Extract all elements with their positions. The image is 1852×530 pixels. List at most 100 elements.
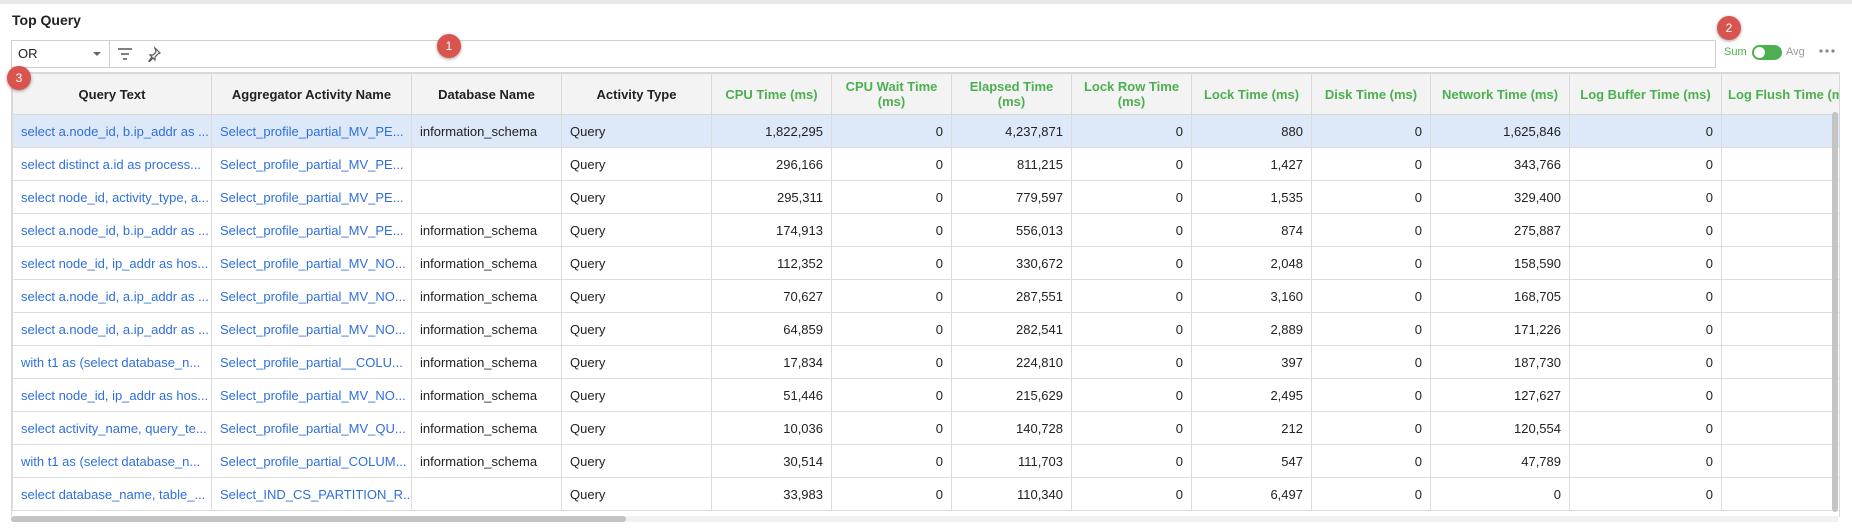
- table-row[interactable]: with t1 as (select database_n... Select_p…: [12, 444, 1839, 478]
- cell: 1,625,846: [1430, 114, 1570, 148]
- cell: 111,703: [951, 444, 1072, 478]
- table-row[interactable]: select a.node_id, b.ip_addr as ... Select…: [12, 114, 1839, 148]
- cell: 329,400: [1430, 180, 1570, 214]
- cell: 110,340: [951, 477, 1072, 511]
- cell: Select_profile_partial_MV_PE...: [211, 114, 412, 148]
- cell: 282,541: [951, 312, 1072, 346]
- cell: Select_profile_partial_MV_PE...: [211, 213, 412, 247]
- cell: 17,834: [711, 345, 832, 379]
- cell: 224,810: [951, 345, 1072, 379]
- cell: Query: [561, 345, 712, 379]
- cell: [1721, 345, 1839, 379]
- cell: 0: [1569, 378, 1722, 412]
- table-row[interactable]: select node_id, activity_type, a... Selec…: [12, 180, 1839, 214]
- cell: 779,597: [951, 180, 1072, 214]
- column-header[interactable]: Aggregator Activity Name: [211, 73, 412, 115]
- cell: 0: [1311, 147, 1431, 181]
- cell: 1,822,295: [711, 114, 832, 148]
- filter-bar[interactable]: OR: [11, 40, 1716, 68]
- cell: select database_name, table_...: [12, 477, 212, 511]
- v-scrollbar[interactable]: [1832, 112, 1838, 512]
- cell: Select_profile_partial_MV_QU...: [211, 411, 412, 445]
- column-header[interactable]: Elapsed Time (ms): [951, 73, 1072, 115]
- column-header[interactable]: Lock Time (ms): [1191, 73, 1312, 115]
- column-header[interactable]: CPU Wait Time (ms): [831, 73, 952, 115]
- sum-label: Sum: [1724, 46, 1747, 58]
- table-row[interactable]: select a.node_id, a.ip_addr as ... Select…: [12, 312, 1839, 346]
- column-header[interactable]: CPU Time (ms): [711, 73, 832, 115]
- cell: 0: [1071, 213, 1192, 247]
- cell: 0: [1071, 411, 1192, 445]
- cell: 2,495: [1191, 378, 1312, 412]
- cell: 0: [1311, 411, 1431, 445]
- cell: Query: [561, 246, 712, 280]
- cell: 0: [1569, 345, 1722, 379]
- cell: 0: [831, 345, 952, 379]
- cell: 296,166: [711, 147, 832, 181]
- more-menu[interactable]: [1818, 47, 1836, 55]
- cell: Query: [561, 147, 712, 181]
- cell: 187,730: [1430, 345, 1570, 379]
- table-row[interactable]: select node_id, ip_addr as hos... Select_…: [12, 378, 1839, 412]
- cell: 215,629: [951, 378, 1072, 412]
- cell: 874: [1191, 213, 1312, 247]
- table-row[interactable]: select a.node_id, a.ip_addr as ... Select…: [12, 279, 1839, 313]
- cell: select a.node_id, b.ip_addr as ...: [12, 114, 212, 148]
- cell: 4,237,871: [951, 114, 1072, 148]
- column-header[interactable]: Activity Type: [561, 73, 712, 115]
- column-header[interactable]: Disk Time (ms): [1311, 73, 1431, 115]
- column-header[interactable]: Database Name: [411, 73, 562, 115]
- cell: 0: [831, 213, 952, 247]
- column-header[interactable]: Network Time (ms): [1430, 73, 1570, 115]
- h-scrollbar[interactable]: [11, 516, 626, 522]
- cell: 0: [1071, 114, 1192, 148]
- cell: 0: [1071, 312, 1192, 346]
- cell: Select_profile_partial_MV_NO...: [211, 279, 412, 313]
- table-row[interactable]: select node_id, ip_addr as hos... Select_…: [12, 246, 1839, 280]
- cell: with t1 as (select database_n...: [12, 345, 212, 379]
- cell: select node_id, activity_type, a...: [12, 180, 212, 214]
- panel-title: Top Query: [12, 12, 81, 28]
- table-row[interactable]: select a.node_id, b.ip_addr as ... Select…: [12, 213, 1839, 247]
- cell: Select_profile_partial_MV_NO...: [211, 246, 412, 280]
- table-row[interactable]: with t1 as (select database_n... Select_p…: [12, 345, 1839, 379]
- cell: select distinct a.id as process...: [12, 147, 212, 181]
- cell: information_schema: [411, 246, 562, 280]
- cell: 556,013: [951, 213, 1072, 247]
- cell: 10,036: [711, 411, 832, 445]
- cell: 140,728: [951, 411, 1072, 445]
- cell: [1721, 246, 1839, 280]
- cell: 330,672: [951, 246, 1072, 280]
- cell: 0: [1569, 147, 1722, 181]
- sum-avg-toggle[interactable]: [1752, 45, 1782, 60]
- table-row[interactable]: select database_name, table_... Select_IN…: [12, 477, 1839, 511]
- column-header[interactable]: Log Flush Time (ms): [1721, 73, 1839, 115]
- table-row[interactable]: select activity_name, query_te... Select_…: [12, 411, 1839, 445]
- filter-icon[interactable]: [116, 46, 134, 62]
- column-header[interactable]: Lock Row Time (ms): [1071, 73, 1192, 115]
- column-header[interactable]: Query Text: [12, 73, 212, 115]
- cell: Query: [561, 279, 712, 313]
- cell: 1,427: [1191, 147, 1312, 181]
- cell: Select_profile_partial_COLUM...: [211, 444, 412, 478]
- cell: 0: [831, 312, 952, 346]
- cell: 0: [1311, 444, 1431, 478]
- badge: 3: [7, 66, 31, 90]
- cell: [1721, 444, 1839, 478]
- cell: 30,514: [711, 444, 832, 478]
- cell: 0: [1311, 378, 1431, 412]
- cell: information_schema: [411, 378, 562, 412]
- column-header[interactable]: Log Buffer Time (ms): [1569, 73, 1722, 115]
- cell: 47,789: [1430, 444, 1570, 478]
- cell: 0: [1430, 477, 1570, 511]
- cell: 0: [1569, 312, 1722, 346]
- cell: 0: [1311, 279, 1431, 313]
- cell: 880: [1191, 114, 1312, 148]
- pin-icon[interactable]: [146, 46, 162, 62]
- cell: 0: [1071, 180, 1192, 214]
- cell: [1721, 279, 1839, 313]
- cell: select a.node_id, a.ip_addr as ...: [12, 279, 212, 313]
- table-row[interactable]: select distinct a.id as process... Select…: [12, 147, 1839, 181]
- operator-select[interactable]: OR: [12, 41, 110, 67]
